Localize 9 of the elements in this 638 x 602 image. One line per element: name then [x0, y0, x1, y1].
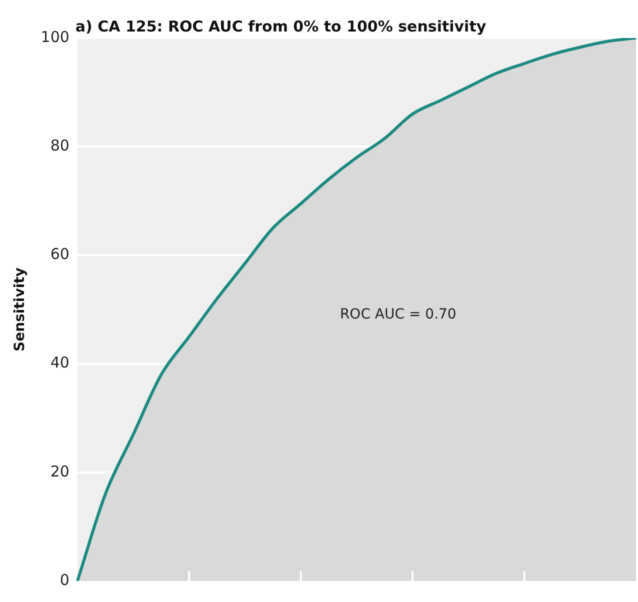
y-tick-label: 80: [50, 136, 70, 154]
y-axis-title: Sensitivity: [12, 268, 28, 352]
y-tick-label: 0: [60, 570, 70, 589]
y-tick-label: 20: [50, 462, 70, 480]
chart-title: a) CA 125: ROC AUC from 0% to 100% sensitivity: [75, 17, 486, 36]
annotation: ROC AUC = 0.70: [340, 306, 456, 323]
y-tick-label: 40: [50, 354, 70, 372]
y-tick-label: 60: [50, 245, 70, 264]
y-tick-label: 100: [40, 28, 70, 46]
